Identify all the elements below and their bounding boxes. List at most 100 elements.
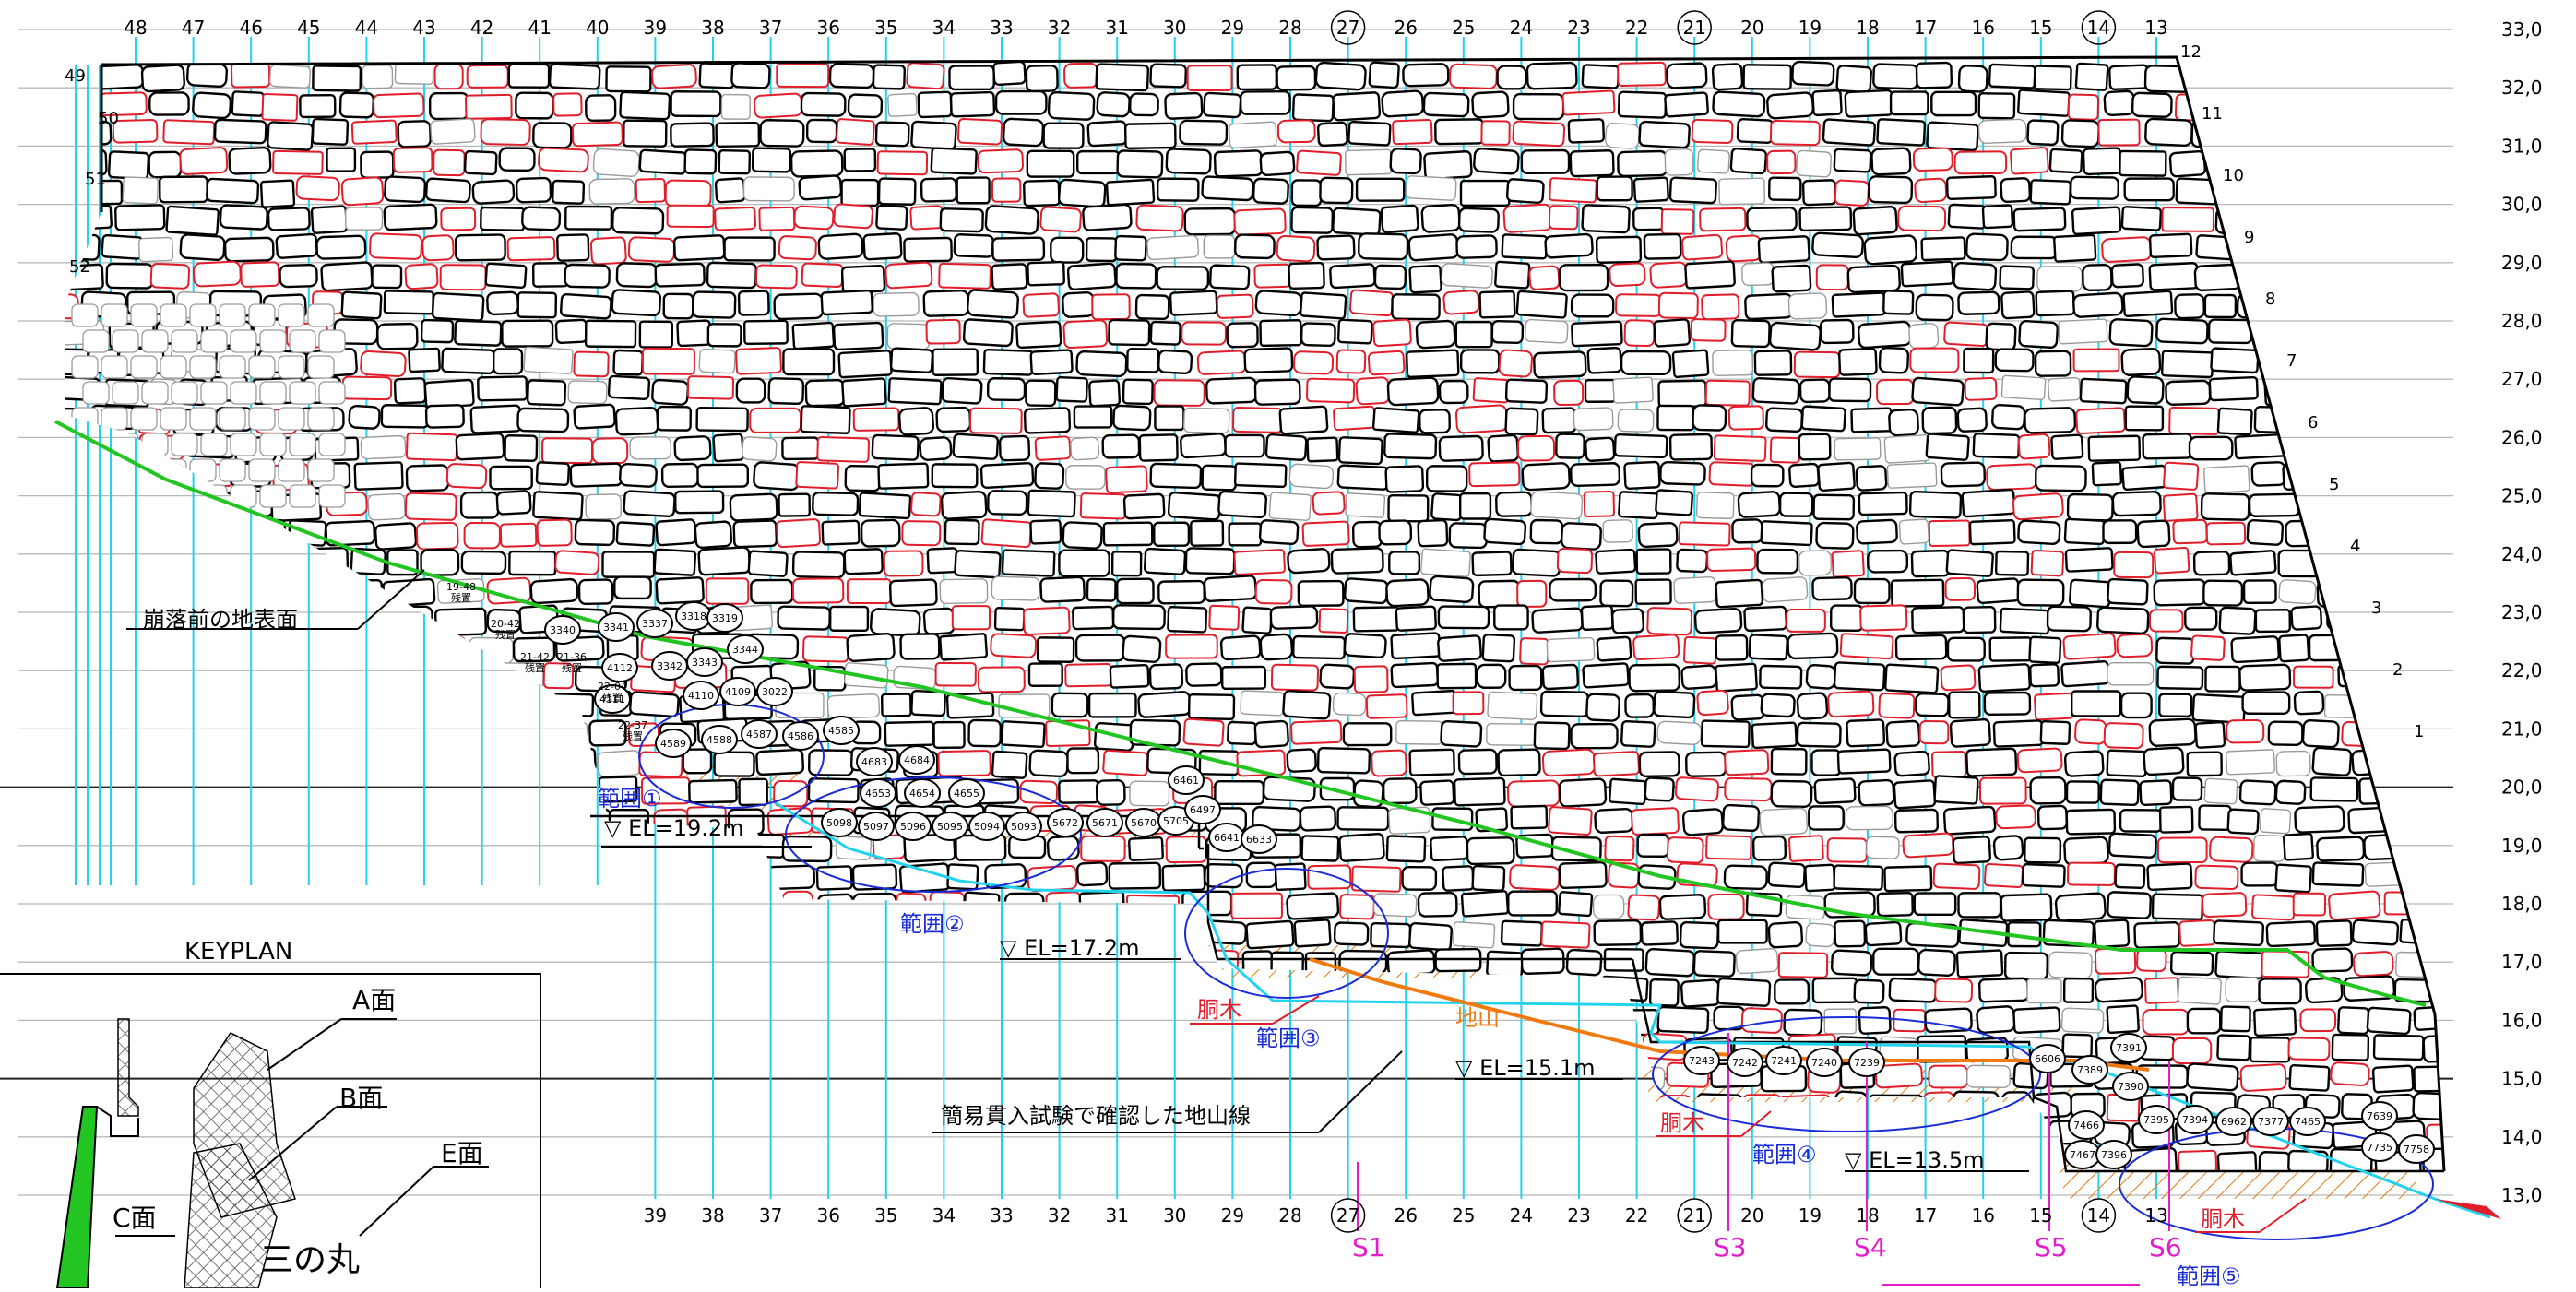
stone-number: 6461 xyxy=(1173,775,1199,787)
wall-stone xyxy=(967,718,1003,748)
wall-stone xyxy=(1876,118,1927,147)
elevation-label: 14,0 xyxy=(2501,1126,2543,1148)
wall-stone xyxy=(847,93,884,119)
wall-stone xyxy=(559,292,612,320)
wall-stone xyxy=(417,1062,448,1087)
wall-stone xyxy=(540,977,575,1003)
wall-stone xyxy=(1208,264,1251,290)
wall-stone xyxy=(1957,892,2002,919)
stone-number: 4654 xyxy=(909,788,935,800)
wall-stone xyxy=(948,65,995,91)
wall-stone xyxy=(459,491,500,519)
wall-stone xyxy=(1544,1120,1585,1148)
wall-stone xyxy=(1664,148,1694,176)
wall-stone xyxy=(615,262,659,289)
wall-stone xyxy=(1957,290,2000,315)
wall-stone xyxy=(1885,719,1921,749)
wall-stone xyxy=(1070,436,1100,461)
wall-stone xyxy=(556,233,590,262)
wall-stone xyxy=(2301,719,2340,749)
column-number-top: 43 xyxy=(412,17,435,39)
wall-stone xyxy=(454,319,503,347)
wall-stone xyxy=(941,376,983,405)
wall-stone xyxy=(420,318,455,344)
wall-stone xyxy=(135,1061,188,1090)
wall-stone xyxy=(2468,1149,2514,1176)
wall-stone xyxy=(457,835,505,863)
wall-stone xyxy=(977,148,1024,174)
wall-stone xyxy=(1953,150,2008,175)
wall-stone xyxy=(1332,207,1382,236)
wall-stone xyxy=(1395,719,1443,745)
wall-stone xyxy=(2039,720,2071,745)
wall-stone xyxy=(289,863,334,893)
numbered-stone xyxy=(821,808,858,837)
wall-stone xyxy=(542,662,575,690)
wall-stone xyxy=(1573,1003,1613,1033)
wall-stone xyxy=(1029,349,1074,375)
wall-stone xyxy=(493,1007,540,1037)
wall-stone xyxy=(1046,835,1080,861)
wall-stone xyxy=(808,749,854,776)
wall-stone xyxy=(812,491,860,516)
wall-stone xyxy=(1512,92,1565,121)
wall-stone xyxy=(1490,320,1525,344)
wall-stone xyxy=(2075,407,2126,435)
wall-stone xyxy=(1853,577,1891,605)
wall-stone xyxy=(1541,748,1596,777)
wall-stone xyxy=(1618,491,1659,520)
wall-stone xyxy=(165,777,211,803)
collapsed-stone xyxy=(230,433,257,456)
annotations: 崩落前の地表面 簡易貫入試験で確認した地山線 地山 胴木 胴木 胴木 ▽ EL=… xyxy=(143,607,2245,1289)
wall-stone xyxy=(2283,832,2314,861)
wall-stone xyxy=(840,1118,892,1146)
wall-stone xyxy=(350,1034,384,1062)
wall-stone xyxy=(1029,518,1062,545)
wall-stone xyxy=(1804,863,1836,893)
wall-stone xyxy=(655,576,705,605)
collapsed-stone xyxy=(189,303,217,327)
wall-stone xyxy=(697,546,752,576)
wall-stone xyxy=(427,778,480,805)
wall-stone xyxy=(2474,807,2516,832)
wall-stone xyxy=(1139,975,1177,1002)
wall-stone xyxy=(1767,861,1806,888)
collapsed-stone xyxy=(318,381,346,405)
wall-stone xyxy=(1823,1008,1857,1035)
wall-stone xyxy=(2209,836,2254,863)
wall-stone xyxy=(1642,1148,1692,1171)
wall-stone xyxy=(1680,664,1717,690)
wall-stone xyxy=(910,492,942,517)
domeki-label-1: 胴木 xyxy=(1197,997,1241,1023)
wall-stone xyxy=(2177,1149,2218,1171)
wall-stone xyxy=(1750,463,1785,488)
wall-stone xyxy=(299,547,350,575)
wall-stone xyxy=(1766,149,1797,175)
wall-stone xyxy=(542,1091,592,1118)
wall-stone xyxy=(776,62,830,89)
course-number-right: 3 xyxy=(2371,599,2381,618)
elevation-label: 23,0 xyxy=(2501,601,2543,623)
wall-stone xyxy=(1676,548,1709,574)
wall-stone xyxy=(801,262,844,288)
wall-stone xyxy=(536,518,573,547)
wall-stone xyxy=(268,64,312,89)
column-number-top: 17 xyxy=(1914,17,1937,39)
wall-stone xyxy=(1640,920,1679,946)
wall-stone xyxy=(714,1036,754,1062)
wall-stone xyxy=(87,975,131,1002)
wall-stone xyxy=(720,93,751,120)
column-number-top: 31 xyxy=(1105,17,1128,39)
wall-stone xyxy=(2456,124,2501,147)
numbered-stone xyxy=(756,677,793,706)
wall-stone xyxy=(1836,748,1892,775)
numbered-stone xyxy=(594,684,631,714)
wall-stone xyxy=(2079,377,2128,405)
wall-stone xyxy=(1771,264,1812,293)
wall-stone xyxy=(1835,65,1872,94)
wall-stone xyxy=(700,1092,741,1120)
wall-stone xyxy=(345,718,398,747)
wall-stone xyxy=(638,320,674,349)
wall-stone xyxy=(1834,1090,1869,1120)
wall-stone xyxy=(463,522,501,550)
